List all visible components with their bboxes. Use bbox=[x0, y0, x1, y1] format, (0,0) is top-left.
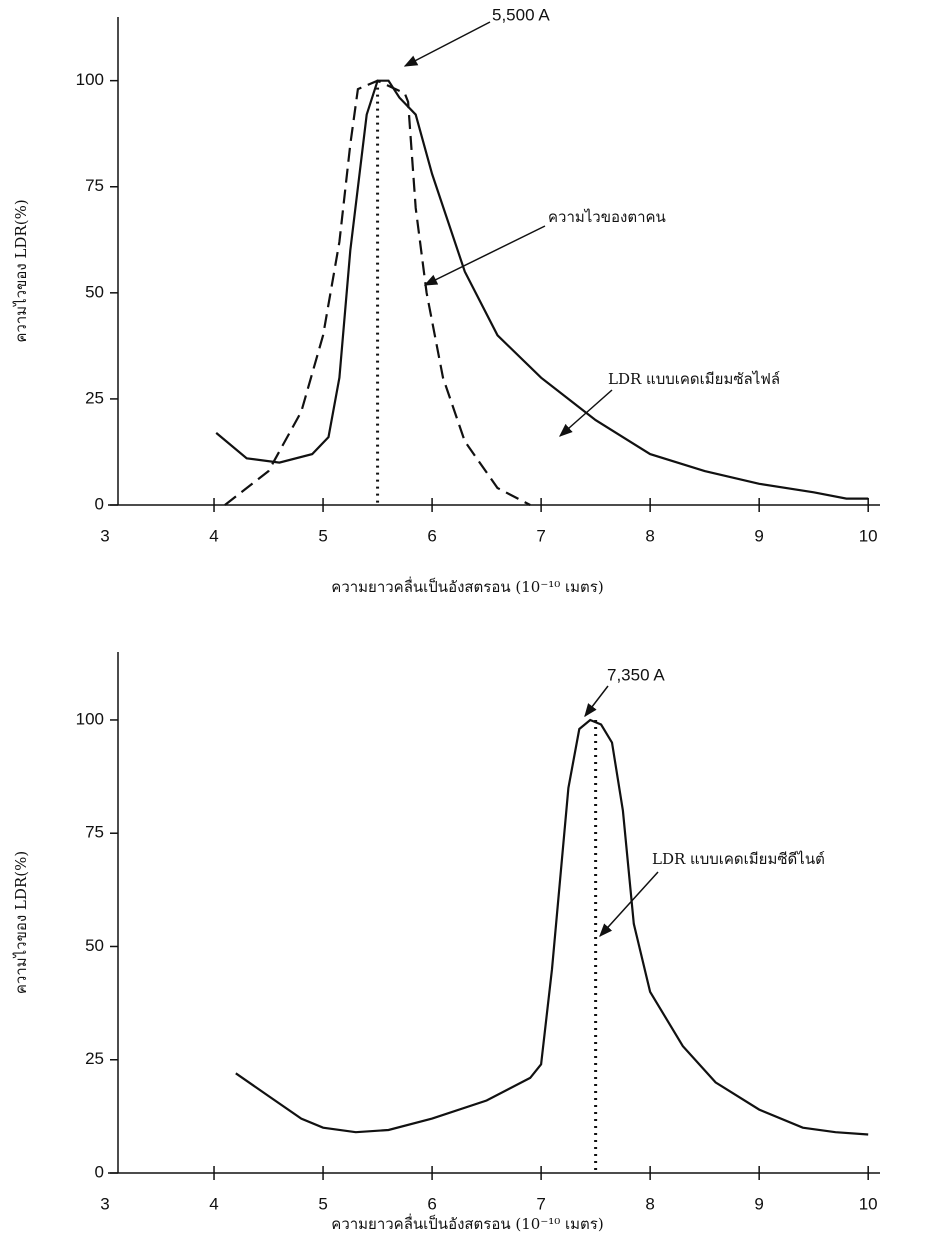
x-tick-label: 8 bbox=[645, 1194, 654, 1213]
peak-arrow bbox=[405, 22, 490, 66]
x-tick-label: 10 bbox=[859, 1194, 878, 1213]
y-tick-label: 75 bbox=[85, 823, 104, 842]
x-axis-label: ความยาวคลื่นเป็นอังสตรอน (10⁻¹⁰ เมตร) bbox=[331, 1213, 603, 1233]
x-tick-label: 6 bbox=[427, 526, 436, 545]
x-tick-label: 9 bbox=[754, 1194, 763, 1213]
peak-arrow bbox=[585, 686, 608, 716]
y-tick-label: 50 bbox=[85, 282, 104, 301]
series-label: ความไวของตาคน bbox=[548, 208, 666, 226]
y-axis-label: ความไวของ LDR(%) bbox=[12, 851, 30, 994]
x-tick-label: 5 bbox=[318, 526, 327, 545]
page: {"chart_data": [ {"type": "line", "y_lab… bbox=[0, 0, 932, 1241]
y-tick-label: 0 bbox=[95, 494, 104, 513]
series-label: LDR แบบเคดเมียมซัลไฟล์ bbox=[608, 370, 780, 388]
y-tick-label: 75 bbox=[85, 176, 104, 195]
x-axis-label: ความยาวคลื่นเป็นอังสตรอน (10⁻¹⁰ เมตร) bbox=[331, 576, 603, 596]
x-tick-label: 8 bbox=[645, 526, 654, 545]
x-tick-label: 10 bbox=[859, 526, 878, 545]
x-tick-label: 4 bbox=[209, 1194, 218, 1213]
x-tick-label: 3 bbox=[100, 1194, 109, 1213]
y-tick-label: 0 bbox=[95, 1162, 104, 1181]
series-label: LDR แบบเคดเมียมซีดีไนต์ bbox=[652, 850, 825, 868]
x-tick-label: 6 bbox=[427, 1194, 436, 1213]
y-tick-label: 25 bbox=[85, 1049, 104, 1068]
y-tick-label: 50 bbox=[85, 936, 104, 955]
x-tick-label: 4 bbox=[209, 526, 218, 545]
x-tick-label: 9 bbox=[754, 526, 763, 545]
x-tick-label: 7 bbox=[536, 526, 545, 545]
y-tick-label: 100 bbox=[76, 70, 104, 89]
peak-label: 5,500 A bbox=[492, 5, 550, 24]
y-axis-label: ความไวของ LDR(%) bbox=[12, 199, 30, 342]
series-line bbox=[216, 81, 868, 499]
series-arrow bbox=[560, 390, 612, 436]
y-tick-label: 25 bbox=[85, 388, 104, 407]
series-arrow bbox=[425, 226, 545, 285]
peak-label: 7,350 A bbox=[607, 665, 665, 684]
y-tick-label: 100 bbox=[76, 709, 104, 728]
series-line bbox=[236, 720, 868, 1135]
x-tick-label: 5 bbox=[318, 1194, 327, 1213]
x-tick-label: 7 bbox=[536, 1194, 545, 1213]
chart: 0255075100345678910ความไวของ LDR(%)ความย… bbox=[0, 0, 932, 1241]
x-tick-label: 3 bbox=[100, 526, 109, 545]
